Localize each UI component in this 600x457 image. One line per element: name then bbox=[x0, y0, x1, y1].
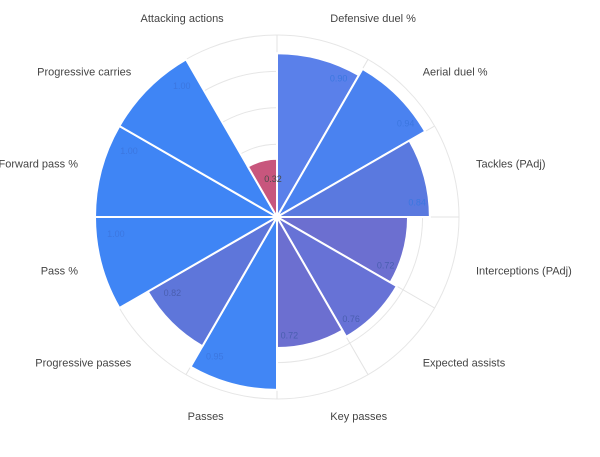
wedge-forward-pass-pct[interactable] bbox=[93, 124, 281, 218]
value-label-passes: 0.95 bbox=[206, 352, 224, 362]
category-label-tackles-padj: Tackles (PAdj) bbox=[476, 159, 545, 171]
category-label-pass-pct: Pass % bbox=[41, 265, 79, 277]
value-label-interceptions-padj: 0.72 bbox=[377, 260, 395, 270]
category-labels: Defensive duel % Aerial duel % Tackles (PA… bbox=[0, 13, 572, 423]
wedge-progressive-carries[interactable] bbox=[118, 58, 280, 220]
value-label-aerial-duel-pct: 0.94 bbox=[397, 119, 415, 129]
value-label-defensive-duel-pct: 0.90 bbox=[330, 73, 348, 83]
category-label-attacking-actions: Attacking actions bbox=[141, 13, 225, 25]
value-label-progressive-passes: 0.82 bbox=[164, 288, 182, 298]
category-label-interceptions-padj: Interceptions (PAdj) bbox=[476, 265, 572, 277]
value-label-progressive-carries: 1.00 bbox=[173, 81, 191, 91]
wedge-expected-assists[interactable] bbox=[274, 214, 399, 339]
wedge-attacking-actions[interactable] bbox=[246, 157, 278, 221]
category-label-forward-pass-pct: Forward pass % bbox=[0, 159, 78, 171]
data-wedges bbox=[93, 52, 431, 391]
wedge-tackles-padj[interactable] bbox=[273, 139, 431, 218]
category-label-aerial-duel-pct: Aerial duel % bbox=[423, 66, 488, 78]
wedge-defensive-duel-pct[interactable] bbox=[276, 52, 361, 221]
category-label-expected-assists: Expected assists bbox=[423, 358, 506, 370]
wedge-passes[interactable] bbox=[189, 213, 278, 391]
value-label-forward-pass-pct: 1.00 bbox=[120, 146, 138, 156]
value-label-key-passes: 0.72 bbox=[281, 330, 299, 340]
category-label-passes: Passes bbox=[188, 411, 225, 423]
wedge-pass-pct[interactable] bbox=[93, 216, 281, 310]
category-label-progressive-carries: Progressive carries bbox=[37, 66, 132, 78]
category-label-progressive-passes: Progressive passes bbox=[35, 358, 131, 370]
category-label-defensive-duel-pct: Defensive duel % bbox=[330, 13, 416, 25]
category-label-key-passes: Key passes bbox=[330, 411, 387, 423]
wedge-aerial-duel-pct[interactable] bbox=[274, 67, 427, 220]
value-labels: 0.90 0.94 0.84 0.72 0.76 0.72 0.95 0.82 1.00 1.00… bbox=[107, 73, 426, 361]
value-label-tackles-padj: 0.84 bbox=[408, 197, 426, 207]
value-label-expected-assists: 0.76 bbox=[342, 314, 360, 324]
value-label-pass-pct: 1.00 bbox=[107, 229, 125, 239]
value-label-attacking-actions: 0.32 bbox=[264, 174, 282, 184]
